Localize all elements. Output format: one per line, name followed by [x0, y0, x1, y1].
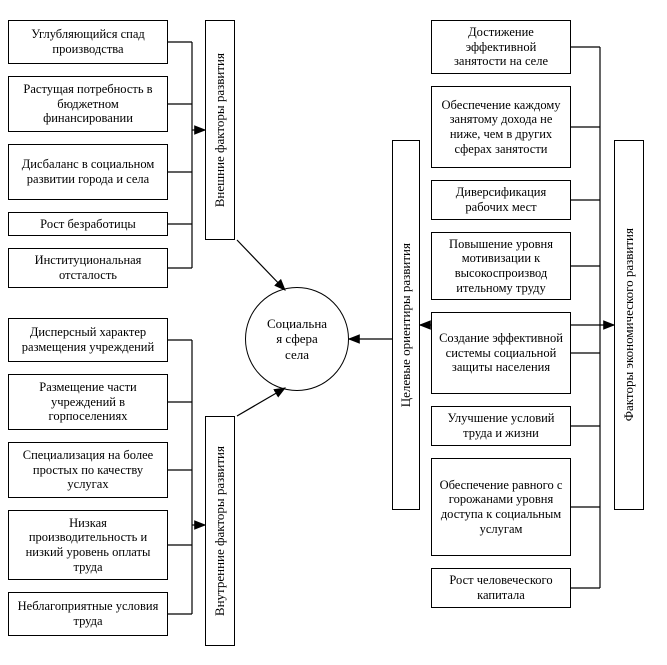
center-label: Социальная сферасела [267, 316, 327, 363]
internal-factor-box: Неблагоприятные условия труда [8, 592, 168, 636]
external-factor-box: Рост безработицы [8, 212, 168, 236]
internal-factor-text: Дисперсный характер размещения учреждени… [15, 325, 161, 355]
target-item-text: Рост человеческого капитала [438, 573, 564, 603]
target-item-box: Обеспечение равного с горожанами уровня … [431, 458, 571, 556]
internal-factor-box: Размещение части учреждений в горпоселен… [8, 374, 168, 430]
target-item-text: Повышение уровня мотивизации к высокоспр… [438, 237, 564, 296]
target-item-box: Создание эффективной системы социальной … [431, 312, 571, 394]
target-item-text: Улучшение условий труда и жизни [438, 411, 564, 441]
internal-factor-box: Низкая производительность и низкий урове… [8, 510, 168, 580]
internal-factor-box: Специализация на более простых по качест… [8, 442, 168, 498]
target-item-box: Диверсификация рабочих мест [431, 180, 571, 220]
vlabel-economic-factors: Факторы экономического развития [614, 140, 644, 510]
target-item-text: Создание эффективной системы социальной … [438, 331, 564, 375]
diagram-canvas: Социальная сферасела Внешние факторы раз… [0, 0, 667, 665]
target-item-box: Повышение уровня мотивизации к высокоспр… [431, 232, 571, 300]
center-node: Социальная сферасела [245, 287, 349, 391]
external-factor-box: Институциональная отсталость [8, 248, 168, 288]
internal-factor-text: Неблагоприятные условия труда [15, 599, 161, 629]
external-factor-box: Дисбаланс в социальном развитии города и… [8, 144, 168, 200]
external-factor-box: Растущая потребность в бюджетном финанси… [8, 76, 168, 132]
target-item-box: Достижение эффективной занятости на селе [431, 20, 571, 74]
target-item-text: Обеспечение равного с горожанами уровня … [438, 478, 564, 537]
external-factor-text: Углубляющийся спад производства [15, 27, 161, 57]
external-factor-text: Дисбаланс в социальном развитии города и… [15, 157, 161, 187]
target-item-text: Достижение эффективной занятости на селе [438, 25, 564, 69]
vlabel-external-text: Внешние факторы развития [212, 53, 228, 207]
vlabel-external-factors: Внешние факторы развития [205, 20, 235, 240]
vlabel-internal-factors: Внутренние факторы развития [205, 416, 235, 646]
vlabel-target-orientations: Целевые ориентиры развития [392, 140, 420, 510]
internal-factor-box: Дисперсный характер размещения учреждени… [8, 318, 168, 362]
vlabel-target-text: Целевые ориентиры развития [398, 243, 414, 407]
vlabel-internal-text: Внутренние факторы развития [212, 446, 228, 616]
vlabel-econ-text: Факторы экономического развития [621, 228, 637, 421]
target-item-text: Обеспечение каждому занятому дохода не н… [438, 98, 564, 157]
internal-factor-text: Размещение части учреждений в горпоселен… [15, 380, 161, 424]
external-factor-text: Растущая потребность в бюджетном финанси… [15, 82, 161, 126]
internal-factor-text: Низкая производительность и низкий урове… [15, 516, 161, 575]
target-item-box: Улучшение условий труда и жизни [431, 406, 571, 446]
external-factor-box: Углубляющийся спад производства [8, 20, 168, 64]
target-item-box: Обеспечение каждому занятому дохода не н… [431, 86, 571, 168]
target-item-text: Диверсификация рабочих мест [438, 185, 564, 215]
external-factor-text: Институциональная отсталость [15, 253, 161, 283]
target-item-box: Рост человеческого капитала [431, 568, 571, 608]
internal-factor-text: Специализация на более простых по качест… [15, 448, 161, 492]
external-factor-text: Рост безработицы [40, 217, 136, 232]
